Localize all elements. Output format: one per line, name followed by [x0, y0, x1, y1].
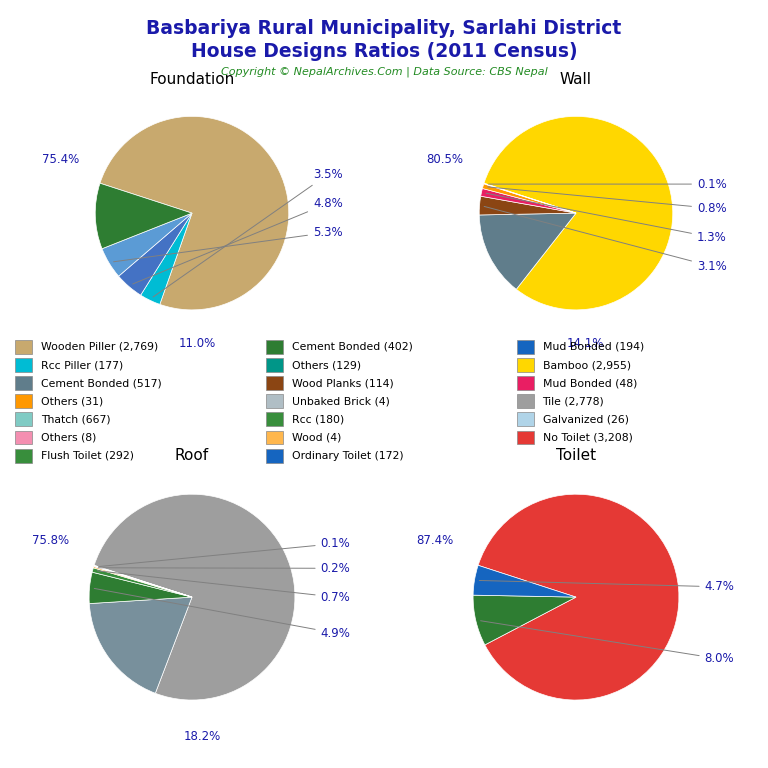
- Title: Toilet: Toilet: [556, 449, 596, 463]
- Wedge shape: [95, 184, 192, 249]
- Bar: [15, 358, 31, 372]
- Text: 75.4%: 75.4%: [42, 154, 79, 167]
- Text: Tile (2,778): Tile (2,778): [542, 396, 604, 406]
- Wedge shape: [484, 184, 576, 214]
- Text: Cement Bonded (517): Cement Bonded (517): [41, 378, 161, 388]
- Bar: [266, 412, 283, 426]
- Text: 0.7%: 0.7%: [98, 571, 350, 604]
- Bar: [15, 449, 31, 462]
- Bar: [266, 340, 283, 354]
- Text: 5.3%: 5.3%: [114, 226, 343, 262]
- Text: Wood Planks (114): Wood Planks (114): [292, 378, 393, 388]
- Text: 0.1%: 0.1%: [488, 177, 727, 190]
- Title: Foundation: Foundation: [149, 72, 235, 87]
- Bar: [517, 412, 534, 426]
- Bar: [15, 376, 31, 390]
- Text: Galvanized (26): Galvanized (26): [542, 415, 628, 425]
- Text: 8.0%: 8.0%: [481, 621, 734, 665]
- Wedge shape: [473, 565, 576, 598]
- Bar: [266, 358, 283, 372]
- Bar: [517, 394, 534, 409]
- Wedge shape: [473, 595, 576, 645]
- Bar: [517, 431, 534, 445]
- Bar: [266, 449, 283, 462]
- Text: 1.3%: 1.3%: [486, 194, 727, 243]
- Bar: [517, 358, 534, 372]
- Text: Rcc (180): Rcc (180): [292, 415, 344, 425]
- Text: 87.4%: 87.4%: [416, 534, 454, 547]
- Text: Others (8): Others (8): [41, 432, 96, 442]
- Wedge shape: [479, 196, 576, 215]
- Text: 80.5%: 80.5%: [426, 154, 463, 167]
- Text: 18.2%: 18.2%: [184, 730, 221, 743]
- Wedge shape: [94, 495, 295, 700]
- Bar: [15, 394, 31, 409]
- Text: Bamboo (2,955): Bamboo (2,955): [542, 360, 631, 370]
- Bar: [517, 340, 534, 354]
- Text: 3.5%: 3.5%: [153, 168, 343, 297]
- Text: No Toilet (3,208): No Toilet (3,208): [542, 432, 632, 442]
- Title: Wall: Wall: [560, 72, 592, 87]
- Wedge shape: [89, 598, 192, 694]
- Text: Wood (4): Wood (4): [292, 432, 341, 442]
- Wedge shape: [478, 495, 679, 700]
- Title: Roof: Roof: [175, 449, 209, 463]
- Bar: [15, 340, 31, 354]
- Wedge shape: [92, 568, 192, 598]
- Text: 0.8%: 0.8%: [488, 187, 727, 215]
- Text: Thatch (667): Thatch (667): [41, 415, 111, 425]
- Wedge shape: [482, 184, 576, 214]
- Wedge shape: [94, 566, 192, 598]
- Text: 4.8%: 4.8%: [133, 197, 343, 284]
- Text: 75.8%: 75.8%: [32, 534, 70, 547]
- Bar: [266, 394, 283, 409]
- Text: 0.2%: 0.2%: [98, 562, 350, 574]
- Text: Others (31): Others (31): [41, 396, 103, 406]
- Bar: [15, 431, 31, 445]
- Wedge shape: [100, 117, 289, 310]
- Wedge shape: [484, 117, 673, 310]
- Text: Flush Toilet (292): Flush Toilet (292): [41, 451, 134, 461]
- Text: 3.1%: 3.1%: [484, 207, 727, 273]
- Wedge shape: [481, 188, 576, 214]
- Wedge shape: [94, 567, 192, 598]
- Wedge shape: [102, 214, 192, 276]
- Text: 4.7%: 4.7%: [479, 581, 734, 594]
- Text: 4.9%: 4.9%: [94, 588, 350, 640]
- Text: Wooden Piller (2,769): Wooden Piller (2,769): [41, 342, 158, 352]
- Text: Copyright © NepalArchives.Com | Data Source: CBS Nepal: Copyright © NepalArchives.Com | Data Sou…: [220, 67, 548, 78]
- Text: Unbaked Brick (4): Unbaked Brick (4): [292, 396, 389, 406]
- Text: Mud Bonded (194): Mud Bonded (194): [542, 342, 644, 352]
- Text: Cement Bonded (402): Cement Bonded (402): [292, 342, 412, 352]
- Text: Mud Bonded (48): Mud Bonded (48): [542, 378, 637, 388]
- Wedge shape: [141, 214, 192, 304]
- Text: Others (129): Others (129): [292, 360, 361, 370]
- Text: Ordinary Toilet (172): Ordinary Toilet (172): [292, 451, 403, 461]
- Text: Rcc Piller (177): Rcc Piller (177): [41, 360, 123, 370]
- Wedge shape: [94, 565, 192, 598]
- Bar: [15, 412, 31, 426]
- Text: House Designs Ratios (2011 Census): House Designs Ratios (2011 Census): [190, 42, 578, 61]
- Text: 11.0%: 11.0%: [178, 337, 216, 350]
- Wedge shape: [479, 214, 576, 290]
- Bar: [517, 376, 534, 390]
- Bar: [266, 376, 283, 390]
- Text: 14.1%: 14.1%: [567, 337, 604, 350]
- Wedge shape: [118, 214, 192, 295]
- Text: 0.1%: 0.1%: [98, 537, 350, 567]
- Bar: [266, 431, 283, 445]
- Wedge shape: [89, 572, 192, 604]
- Text: Basbariya Rural Municipality, Sarlahi District: Basbariya Rural Municipality, Sarlahi Di…: [147, 19, 621, 38]
